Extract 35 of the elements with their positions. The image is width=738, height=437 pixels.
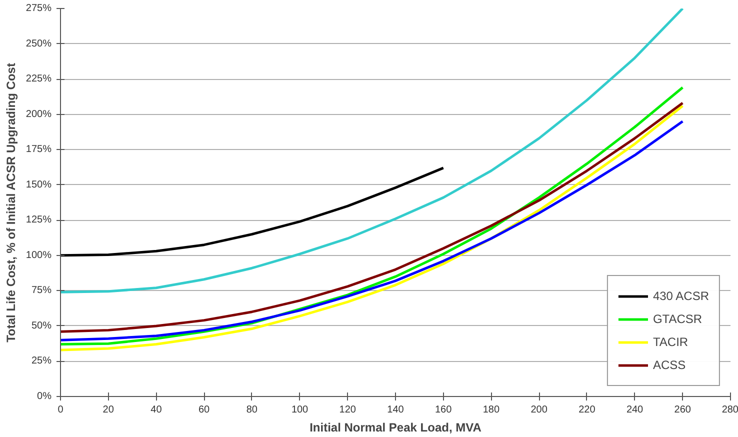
line-series <box>60 8 684 294</box>
x-tick-label: 180 <box>482 404 500 416</box>
y-tick-label: 225% <box>26 74 52 85</box>
x-tick-label: 140 <box>387 404 404 416</box>
y-tick-label: 150% <box>26 179 52 190</box>
x-axis-title: Initial Normal Peak Load, MVA <box>310 420 482 434</box>
x-tick-label: 220 <box>578 404 596 416</box>
y-tick-label: 125% <box>26 214 52 226</box>
x-tick-label: 200 <box>530 404 548 416</box>
x-tick-label: 240 <box>626 404 644 416</box>
x-tick-label: 80 <box>246 404 258 416</box>
legend-label: ACSS <box>652 358 686 372</box>
legend-label: GTACSR <box>652 312 702 326</box>
x-tick-label: 40 <box>150 404 162 416</box>
legend-label: 430 ACSR <box>652 289 709 303</box>
y-tick-label: 100% <box>26 250 52 261</box>
x-tick-label: 100 <box>291 404 309 416</box>
y-tick-label: 0% <box>37 391 52 402</box>
y-tick-label: 25% <box>31 356 52 367</box>
y-tick-label: 175% <box>26 144 52 156</box>
x-tick-label: 0 <box>58 404 64 416</box>
y-tick-label: 275% <box>26 3 52 14</box>
x-tick-label: 60 <box>198 404 210 416</box>
y-tick-label: 250% <box>26 38 52 50</box>
y-tick-label: 200% <box>26 108 52 120</box>
x-tick-label: 260 <box>674 404 692 416</box>
legend-label: TACIR <box>652 335 688 349</box>
x-tick-label: 160 <box>435 404 452 416</box>
y-tick-label: 50% <box>31 320 52 332</box>
x-tick-label: 120 <box>339 404 356 416</box>
y-tick-label: 75% <box>31 285 52 296</box>
x-tick-label: 280 <box>722 404 738 416</box>
y-axis-title: Total Life Cost, % of Initial ACSR Upgrading Cost <box>4 63 18 342</box>
x-tick-label: 20 <box>102 404 114 416</box>
line-series <box>60 166 445 257</box>
